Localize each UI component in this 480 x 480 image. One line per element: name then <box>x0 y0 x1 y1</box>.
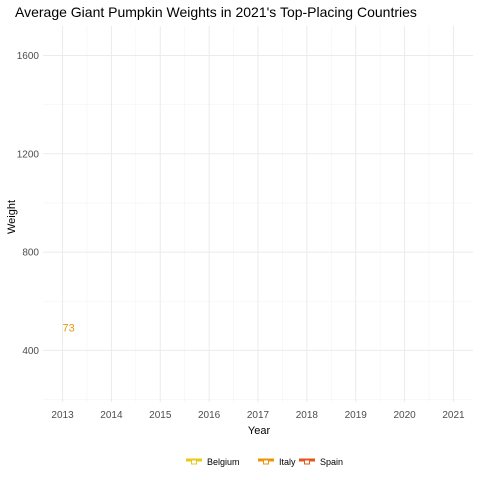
x-tick-label: 2019 <box>345 410 368 421</box>
y-tick-label: 400 <box>22 346 39 357</box>
legend: Belgium Italy Spain <box>186 457 343 467</box>
x-tick-label: 2018 <box>296 410 319 421</box>
y-tick-label: 1200 <box>17 149 40 160</box>
x-tick-label: 2017 <box>247 410 270 421</box>
legend-key-box <box>263 459 269 465</box>
y-axis-title: Weight <box>6 200 18 234</box>
x-tick-label: 2014 <box>100 410 123 421</box>
x-tick-label: 2020 <box>393 410 416 421</box>
x-axis-ticks: 2013 2014 2015 2016 2017 2018 2019 2020 2021 <box>51 410 465 421</box>
legend-label: Italy <box>279 457 296 467</box>
x-tick-label: 2016 <box>198 410 221 421</box>
x-tick-label: 2021 <box>442 410 465 421</box>
legend-item: Spain <box>299 457 343 467</box>
y-axis-ticks: 400 800 1200 1600 <box>17 51 40 357</box>
legend-key-box <box>304 459 310 465</box>
chart-marks: 73 <box>63 323 75 335</box>
data-label: 73 <box>63 323 75 335</box>
legend-label: Spain <box>320 457 343 467</box>
y-tick-label: 800 <box>22 248 39 259</box>
x-axis-title: Year <box>248 425 271 437</box>
chart-title: Average Giant Pumpkin Weights in 2021's … <box>15 4 417 20</box>
legend-key-box <box>191 459 197 465</box>
legend-item: Italy <box>258 457 296 467</box>
y-tick-label: 1600 <box>17 51 40 62</box>
legend-item: Belgium <box>186 457 240 467</box>
x-tick-label: 2015 <box>149 410 172 421</box>
legend-label: Belgium <box>207 457 240 467</box>
grid <box>43 26 473 402</box>
x-tick-label: 2013 <box>51 410 74 421</box>
